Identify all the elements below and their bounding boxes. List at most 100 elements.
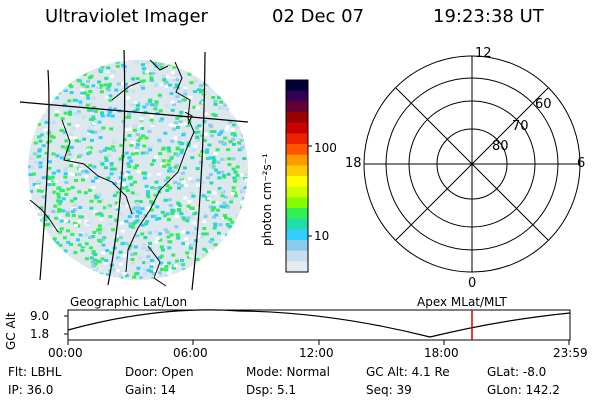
emission-pixel — [206, 176, 210, 180]
colorbar-segment — [286, 154, 308, 166]
emission-pixel — [54, 256, 59, 260]
emission-pixel — [108, 147, 113, 151]
emission-pixel — [219, 204, 224, 208]
emission-pixel — [158, 95, 163, 99]
emission-pixel — [45, 175, 50, 179]
emission-pixel — [230, 128, 235, 132]
emission-pixel — [187, 199, 192, 203]
emission-pixel — [106, 69, 111, 73]
emission-pixel — [175, 78, 180, 82]
emission-pixel — [210, 256, 215, 260]
emission-pixel — [158, 109, 163, 113]
emission-pixel — [86, 281, 90, 284]
emission-pixel — [73, 197, 78, 201]
emission-pixel — [63, 111, 68, 115]
emission-pixel — [56, 169, 61, 173]
emission-pixel — [50, 175, 55, 179]
emission-pixel — [240, 84, 245, 88]
emission-pixel — [138, 256, 143, 260]
emission-pixel — [102, 236, 107, 240]
emission-pixel — [84, 267, 89, 271]
emission-pixel — [140, 151, 145, 155]
emission-pixel — [68, 113, 72, 116]
emission-pixel — [183, 86, 188, 90]
emission-pixel — [228, 120, 233, 124]
emission-pixel — [72, 274, 77, 278]
instrument-title: Ultraviolet Imager — [45, 6, 208, 27]
emission-pixel — [61, 78, 66, 82]
colorbar — [285, 79, 312, 273]
emission-pixel — [77, 220, 82, 224]
emission-pixel — [157, 186, 162, 190]
emission-pixel — [135, 192, 140, 196]
emission-pixel — [103, 83, 108, 87]
emission-pixel — [181, 133, 186, 137]
emission-pixel — [236, 214, 240, 218]
emission-pixel — [54, 113, 59, 117]
emission-pixel — [83, 91, 88, 95]
emission-pixel — [42, 157, 47, 161]
emission-pixel — [172, 65, 177, 69]
emission-pixel — [64, 166, 69, 170]
emission-pixel — [124, 151, 129, 155]
emission-pixel — [169, 123, 173, 127]
x-tick-label-2359: 23:59 — [553, 346, 588, 360]
emission-pixel — [157, 62, 162, 66]
emission-pixel — [245, 131, 248, 135]
emission-pixel — [102, 206, 107, 210]
emission-pixel — [72, 112, 76, 116]
emission-pixel — [125, 204, 130, 208]
emission-pixel — [127, 134, 132, 137]
emission-pixel — [241, 196, 246, 200]
emission-pixel — [40, 70, 45, 74]
emission-pixel — [124, 89, 129, 93]
emission-pixel — [116, 191, 121, 195]
emission-pixel — [81, 178, 85, 182]
emission-pixel — [144, 222, 148, 226]
emission-pixel — [144, 70, 149, 74]
emission-pixel — [56, 186, 61, 190]
emission-pixel — [227, 157, 232, 161]
emission-pixel — [130, 253, 135, 257]
emission-pixel — [99, 84, 104, 87]
emission-pixel — [166, 163, 171, 167]
emission-pixel — [150, 186, 155, 190]
emission-pixel — [225, 236, 230, 240]
emission-pixel — [122, 178, 127, 182]
emission-pixel — [202, 120, 207, 124]
emission-pixel — [41, 176, 46, 180]
emission-pixel — [109, 75, 114, 78]
emission-pixel — [225, 86, 230, 90]
emission-pixel — [245, 138, 248, 142]
emission-pixel — [175, 153, 180, 157]
emission-pixel — [223, 216, 228, 220]
emission-pixel — [70, 232, 75, 236]
emission-pixel — [167, 271, 172, 275]
emission-pixel — [49, 89, 54, 93]
emission-pixel — [54, 251, 59, 255]
emission-pixel — [60, 117, 65, 121]
emission-pixel — [62, 87, 67, 91]
emission-pixel — [209, 253, 214, 257]
emission-pixel — [133, 101, 138, 105]
emission-pixel — [75, 112, 80, 116]
x-tick-label-0600: 06:00 — [173, 346, 208, 360]
emission-pixel — [207, 156, 212, 160]
emission-pixel — [81, 170, 86, 173]
x-tick-label-0000: 00:00 — [48, 346, 83, 360]
colorbar-unit-label: photon cm⁻²s⁻¹ — [260, 153, 274, 246]
emission-pixel — [218, 131, 223, 134]
emission-pixel — [153, 275, 158, 279]
emission-pixel — [140, 223, 145, 227]
emission-pixel — [87, 61, 92, 65]
emission-pixel — [211, 166, 216, 169]
emission-pixel — [183, 63, 188, 67]
emission-pixel — [35, 184, 39, 188]
emission-pixel — [44, 237, 49, 241]
emission-pixel — [235, 173, 240, 177]
emission-pixel — [103, 261, 108, 265]
emission-pixel — [195, 257, 200, 261]
emission-pixel — [210, 238, 215, 242]
emission-pixel — [82, 72, 87, 76]
emission-pixel — [219, 189, 224, 193]
